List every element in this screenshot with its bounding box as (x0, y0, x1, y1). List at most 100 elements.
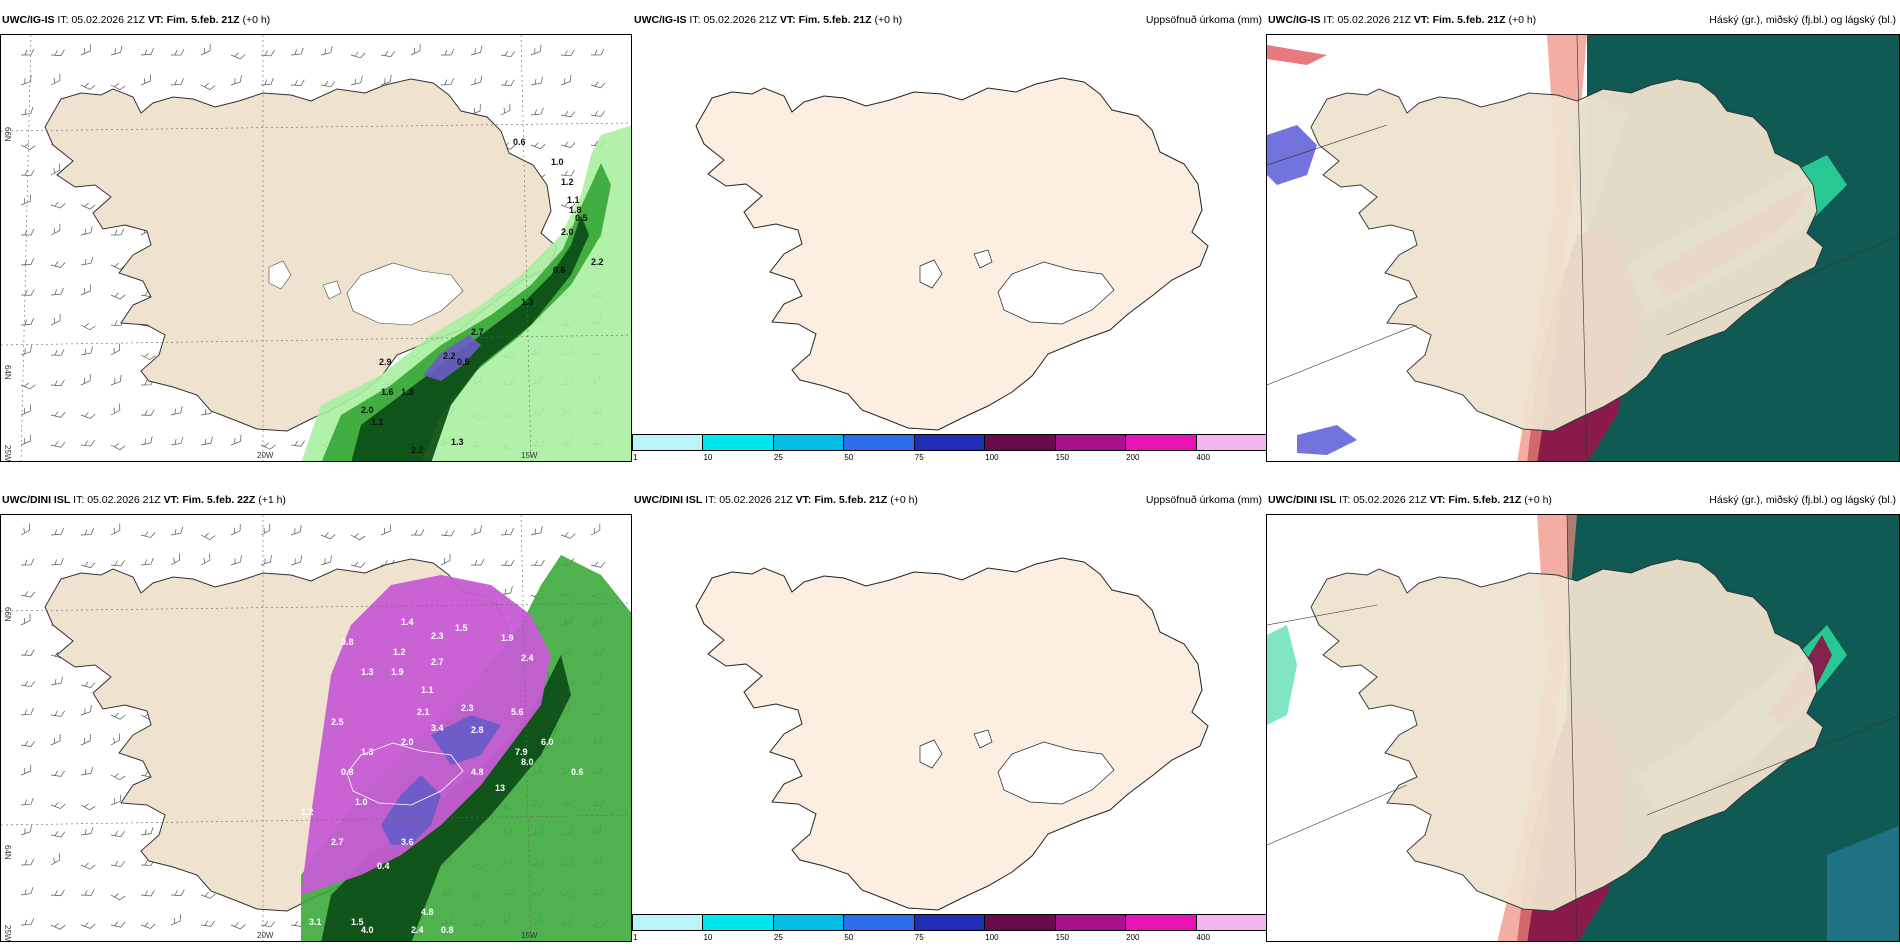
wind-barb (200, 44, 211, 56)
wind-barb (380, 74, 392, 86)
wind-barb (110, 893, 126, 901)
precip-value-label: 8.0 (521, 757, 534, 767)
model-name: UWC/IG-IS (1268, 14, 1321, 26)
wind-barb (470, 525, 482, 536)
latlon-grid (1, 515, 631, 941)
wind-barb (50, 710, 65, 717)
precip-value-label: 2.5 (331, 717, 344, 727)
glacier-hofsjokull (973, 249, 993, 269)
precip-value-label: 0.4 (377, 861, 390, 871)
vt-time: Fim. 5.feb. 22Z (182, 494, 256, 506)
wind-barb (260, 920, 276, 928)
glacier-langjokull (919, 259, 943, 289)
wind-barb (80, 412, 96, 419)
lon-label-20w: 20W (257, 451, 274, 460)
colorbar-tick-label: 150 (1055, 933, 1070, 942)
wind-barb (440, 78, 454, 86)
precip-value-label: 3.1 (309, 917, 322, 927)
wind-barb (80, 734, 91, 746)
map-wind-precip: 0.6 1.4 1.2 2.3 1.5 1.9 2.4 0.8 1.3 1.9 1.1 2.7 2.3 2… (1, 515, 631, 941)
wind-barb (110, 712, 126, 720)
wind-barb (50, 261, 66, 268)
wind-barb (20, 797, 34, 806)
colorbar-tick-label: 1 (633, 453, 638, 462)
wind-barb (200, 83, 216, 91)
map-frame: 0.6 1.0 1.2 1.1 1.8 0.5 2.0 0.6 2.2 1.3 2.7 0.5 2.2 2… (0, 34, 632, 462)
wind-barb (80, 766, 94, 776)
iceland-outline (1310, 78, 1824, 432)
wind-barb (500, 586, 513, 596)
wind-barb (590, 81, 606, 89)
map-frame (1266, 34, 1900, 462)
wind-barb (80, 374, 91, 386)
glacier-hofsjokull (322, 280, 342, 300)
wind-barb (20, 143, 36, 150)
precip-value-label: 5.6 (511, 707, 524, 717)
wind-barb (50, 379, 65, 387)
lon-label-15w: 15W (521, 451, 538, 460)
wind-barb (50, 313, 61, 326)
wind-barb (140, 922, 156, 929)
precip-values-layer: 0.6 1.4 1.2 2.3 1.5 1.9 2.4 0.8 1.3 1.9 1.1 2.7 2.3 2… (301, 537, 584, 935)
wind-barb (140, 74, 152, 86)
wind-barb (140, 48, 154, 56)
it-label: IT: (689, 14, 701, 26)
wind-barb (560, 532, 576, 539)
iceland-land (695, 77, 1209, 431)
precip-value-label: 1.3 (521, 297, 534, 307)
wind-barb (410, 43, 421, 56)
wind-barb (110, 292, 126, 300)
precip-value-label: 4.8 (471, 767, 484, 777)
wind-barb (110, 860, 126, 867)
colorbar-tick-label: 10 (703, 453, 713, 462)
wind-barb (50, 676, 64, 686)
wind-barb (530, 559, 545, 567)
wind-barb (50, 557, 64, 566)
wind-barb (80, 440, 95, 447)
wind-barb (20, 228, 35, 236)
precip-value-label: 0.8 (341, 637, 354, 647)
model-name: UWC/DINI ISL (1268, 494, 1337, 506)
panel-cloud-igis: UWC/IG-IS IT: 05.02.2026 21Z VT: Fim. 5.… (1266, 10, 1900, 462)
wind-barb (50, 831, 66, 838)
wind-barb (80, 862, 96, 870)
wind-barb (170, 48, 185, 56)
precip-value-label: 0.6 (445, 537, 458, 547)
vt-label: VT: (163, 494, 180, 506)
glacier-langjokull (268, 260, 292, 290)
map-wind-precip: 0.61.01.21.11.80.52.00.62.21.32.70.52.22… (1, 35, 631, 462)
grid-lines (1267, 515, 1899, 941)
precip-value-label: 1.1 (421, 685, 434, 695)
colorbar-tick-label: 100 (985, 933, 999, 942)
wind-barb (530, 107, 544, 116)
wind-barb (80, 827, 94, 836)
wind-barb (290, 524, 302, 536)
it-time: 05.02.2026 21Z (1337, 14, 1411, 26)
wind-barb (200, 436, 213, 446)
colorbar-tick-label: 50 (844, 453, 854, 462)
wind-barb (410, 529, 425, 536)
map-frame: 0.6 1.4 1.2 2.3 1.5 1.9 2.4 0.8 1.3 1.9 1.1 2.7 2.3 2… (0, 514, 632, 942)
wind-barb (80, 922, 96, 929)
wind-barb (170, 406, 183, 416)
panel-accum-precip-dini: UWC/DINI ISL IT: 05.02.2026 21Z VT: Fim.… (632, 490, 1267, 942)
wind-barb (140, 436, 153, 446)
colorbar-swatch (772, 434, 845, 451)
wind-barb (500, 527, 514, 536)
wind-barb (20, 318, 34, 326)
lon-label-25w: 25W (3, 445, 12, 462)
wind-barb (530, 44, 542, 56)
colorbar-swatch (1054, 434, 1127, 451)
wind-barb (80, 226, 93, 236)
wind-barb (590, 561, 606, 568)
wind-barb (80, 202, 96, 210)
wind-barb (440, 530, 455, 537)
cloud-red-nw (1267, 45, 1327, 65)
it-label: IT: (1323, 14, 1335, 26)
wind-barb (140, 353, 156, 361)
wind-barb (470, 558, 485, 566)
panel-header: UWC/DINI ISL IT: 05.02.2026 21Z VT: Fim.… (2, 494, 628, 510)
wind-barb (560, 202, 576, 209)
panel-header: UWC/IG-IS IT: 05.02.2026 21Z VT: Fim. 5.… (634, 14, 1262, 30)
it-label: IT: (1339, 494, 1351, 506)
